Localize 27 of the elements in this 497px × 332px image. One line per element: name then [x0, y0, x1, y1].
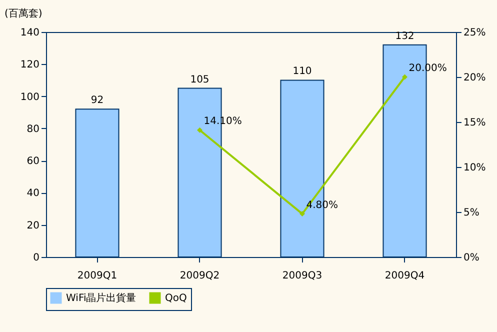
y2-tick-label: 25%	[464, 28, 486, 38]
legend-label: WiFi晶片出貨量	[66, 292, 136, 304]
x-tick-label: 2009Q1	[77, 270, 118, 282]
y-tick-label: 0	[33, 252, 40, 264]
y-tick-label: 60	[26, 156, 40, 168]
y-axis-title: (百萬套)	[4, 8, 42, 20]
y2-tick-label: 20%	[464, 72, 486, 84]
y-tick-label: 100	[20, 92, 40, 103]
y-tick-label: 40	[26, 188, 40, 200]
y-tick-label: 20	[26, 220, 40, 232]
x-tick-label: 2009Q3	[282, 270, 322, 282]
legend-label: QoQ	[165, 293, 187, 304]
y2-tick-label: 5%	[464, 208, 480, 218]
data-label: 92	[90, 95, 104, 106]
data-label: 132	[395, 30, 414, 42]
y2-tick-label: 15%	[464, 118, 486, 128]
point	[197, 127, 202, 133]
point	[300, 211, 305, 217]
y2-tick-label: 0%	[464, 252, 480, 264]
y-tick-label: 140	[20, 28, 40, 38]
y2-tick-label: 10%	[464, 162, 486, 174]
x-tick-label: 2009Q2	[180, 270, 220, 282]
data-label: 110	[292, 66, 312, 78]
y-tick-label: 80	[26, 124, 40, 135]
data-label: 105	[190, 74, 210, 86]
x-tick-label: 2009Q4	[384, 270, 425, 282]
y-tick-label: 120	[20, 60, 40, 71]
